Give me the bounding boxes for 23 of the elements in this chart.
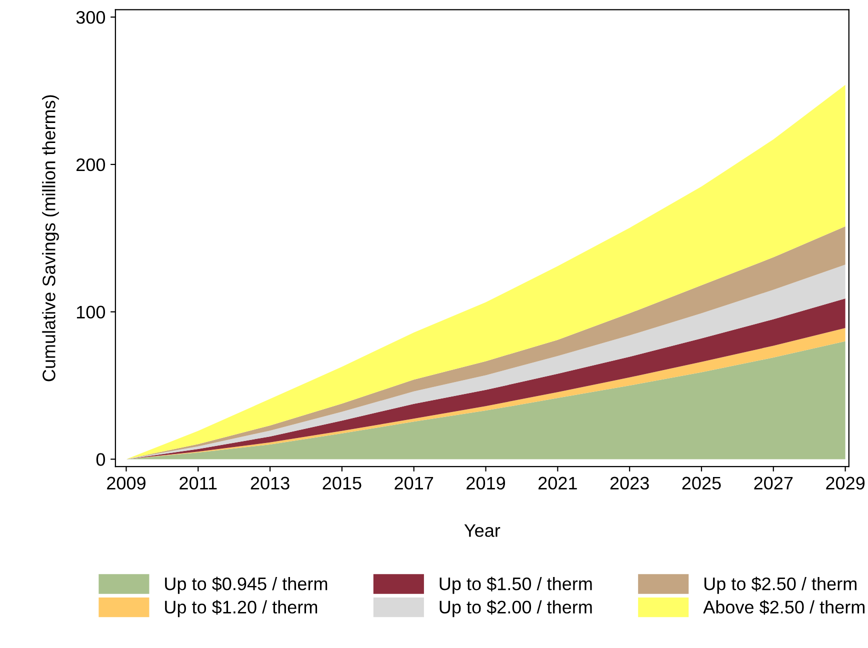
legend-label: Above $2.50 / therm [703, 600, 864, 615]
legend-label: Up to $0.945 / therm [165, 576, 328, 594]
x-tick-label: 2027 [754, 476, 793, 490]
legend-label: Up to $2.00 / therm [440, 600, 592, 618]
x-tick-label: 2013 [250, 476, 290, 490]
x-tick-label: 2023 [610, 476, 649, 490]
legend-label: Up to $2.50 / therm [704, 576, 856, 594]
y-tick-label: 200 [76, 158, 106, 172]
legend-label: Up to $1.20 / therm [165, 600, 318, 618]
x-tick-label: 2021 [538, 476, 577, 490]
x-tick-label: 2015 [322, 476, 362, 490]
x-tick-label: 2019 [466, 476, 505, 490]
legend-label: Up to $1.50 / therm [440, 576, 592, 594]
y-tick-label: 100 [76, 306, 106, 319]
x-tick-label: 2029 [826, 476, 865, 490]
x-tick-label: 2025 [682, 476, 721, 490]
x-tick-label: 2017 [394, 476, 434, 490]
x-axis-title: Year [464, 524, 500, 537]
y-axis-title: Cumulative Savings (million therms) [42, 95, 59, 382]
x-tick-label: 2009 [107, 476, 146, 490]
x-tick-label: 2011 [180, 476, 217, 490]
y-tick-label: 300 [76, 11, 106, 24]
y-tick-label: 0 [96, 453, 106, 466]
